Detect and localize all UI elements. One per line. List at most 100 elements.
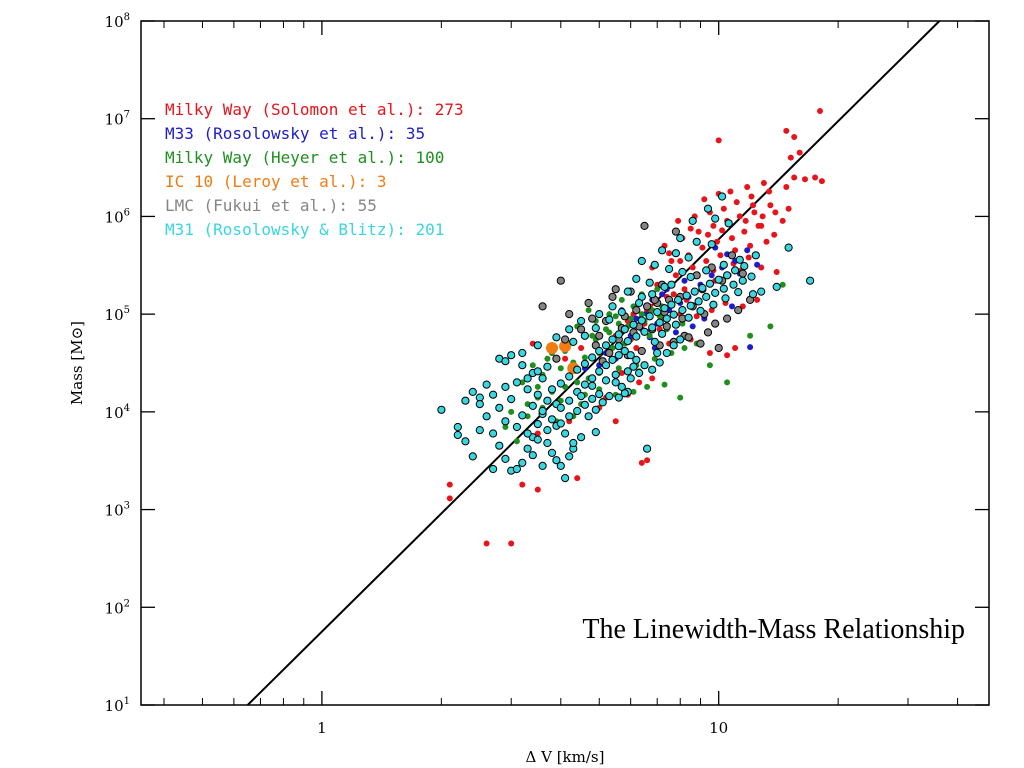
data-point — [661, 381, 668, 388]
data-point — [706, 362, 713, 369]
data-point — [565, 325, 574, 334]
data-point — [771, 231, 778, 238]
data-point — [742, 217, 749, 224]
data-point — [702, 292, 711, 301]
data-point — [689, 323, 696, 330]
data-point — [533, 420, 542, 429]
data-point — [588, 314, 597, 323]
data-point — [738, 276, 747, 285]
data-point — [557, 365, 564, 372]
data-point — [719, 284, 728, 293]
data-point — [744, 247, 751, 254]
data-point — [518, 361, 527, 370]
data-point — [681, 277, 688, 284]
data-point — [705, 279, 715, 288]
data-point — [523, 374, 532, 383]
data-point — [772, 209, 779, 216]
data-point — [698, 283, 707, 293]
data-point — [543, 396, 552, 405]
data-point — [662, 322, 671, 331]
data-point — [653, 348, 662, 358]
data-point — [482, 380, 491, 389]
data-point — [495, 441, 504, 450]
data-point — [802, 176, 808, 183]
data-point — [779, 217, 786, 224]
data-point — [734, 306, 743, 315]
data-point — [644, 457, 651, 464]
data-point — [495, 403, 504, 412]
data-point — [623, 287, 632, 296]
data-point — [512, 378, 522, 387]
data-point — [734, 288, 743, 297]
data-point — [754, 296, 761, 303]
data-point — [783, 127, 790, 134]
data-point — [677, 258, 684, 264]
data-point — [747, 344, 754, 351]
data-point — [690, 287, 699, 296]
data-point — [701, 196, 708, 203]
data-point — [501, 357, 510, 366]
data-point — [552, 333, 561, 342]
data-point — [598, 398, 607, 407]
data-point — [623, 337, 632, 346]
x-tick-label: 10 — [709, 719, 728, 737]
data-point — [662, 348, 671, 358]
data-point — [446, 481, 453, 488]
data-point — [718, 192, 727, 201]
data-point — [667, 280, 676, 289]
legend-entry: LMC (Fukui et al.): 55 — [165, 196, 377, 215]
data-point — [724, 352, 731, 359]
data-point — [588, 374, 597, 383]
data-point — [533, 435, 542, 444]
data-point — [754, 261, 761, 268]
data-point — [632, 306, 641, 315]
data-point — [645, 312, 654, 321]
data-point — [502, 424, 509, 430]
data-point — [719, 227, 726, 234]
data-point — [519, 379, 526, 386]
data-point — [591, 405, 600, 414]
data-point — [627, 315, 634, 322]
data-point — [695, 228, 702, 235]
data-point — [645, 278, 654, 287]
data-point — [787, 154, 794, 161]
data-point — [543, 362, 552, 371]
data-point — [461, 437, 470, 446]
data-point — [720, 205, 727, 212]
data-point — [556, 419, 565, 428]
data-point — [608, 302, 617, 311]
data-point — [595, 310, 604, 319]
data-point — [589, 332, 596, 339]
data-point — [453, 430, 462, 440]
data-point — [605, 315, 614, 324]
data-point — [708, 272, 715, 279]
data-point — [561, 335, 570, 344]
data-point — [534, 430, 541, 437]
data-point — [723, 314, 732, 323]
data-point — [612, 418, 619, 425]
y-tick-base: 10 — [105, 13, 124, 31]
data-point — [620, 325, 629, 334]
data-point — [632, 355, 641, 364]
data-point — [674, 295, 683, 304]
data-point — [681, 286, 688, 293]
data-point — [637, 256, 646, 266]
y-tick-exponent: 6 — [124, 207, 130, 218]
data-point — [751, 251, 760, 260]
data-point — [710, 222, 717, 229]
data-point — [638, 459, 645, 466]
data-point — [569, 438, 578, 448]
chart-annotation: The Linewidth-Mass Relationship — [582, 614, 965, 645]
data-point — [588, 353, 597, 362]
data-point — [577, 433, 586, 442]
data-point — [629, 362, 638, 371]
data-point — [606, 311, 613, 318]
data-point — [523, 429, 532, 438]
data-point — [623, 367, 632, 376]
data-point — [556, 461, 565, 470]
data-point — [573, 406, 582, 416]
data-point — [729, 235, 735, 242]
data-point — [686, 301, 695, 310]
data-point — [626, 374, 635, 383]
